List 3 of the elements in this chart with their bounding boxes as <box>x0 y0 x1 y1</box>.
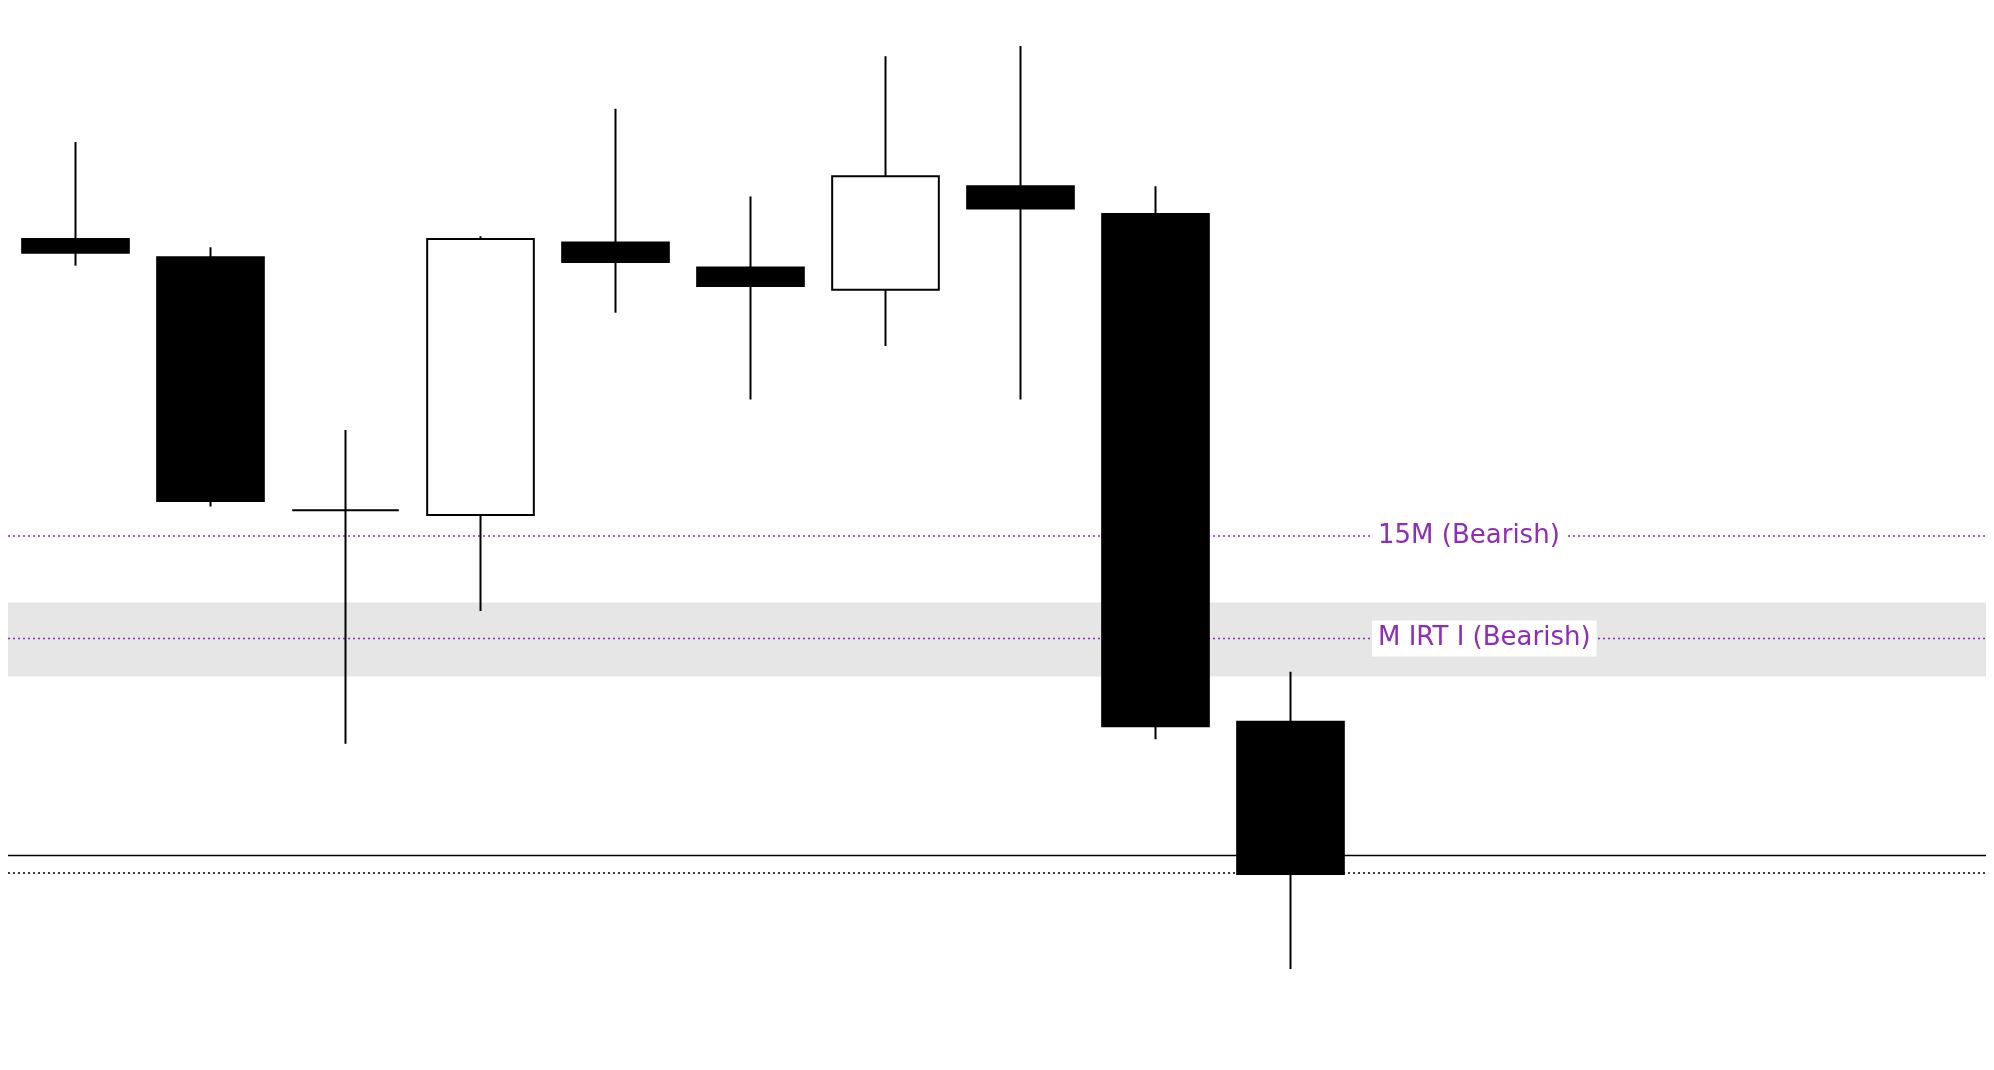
ref-line-label: M IRT I (Bearish) <box>1378 621 1591 652</box>
candlestick <box>291 428 400 745</box>
ref-line-label: 15M (Bearish) <box>1378 518 1560 549</box>
